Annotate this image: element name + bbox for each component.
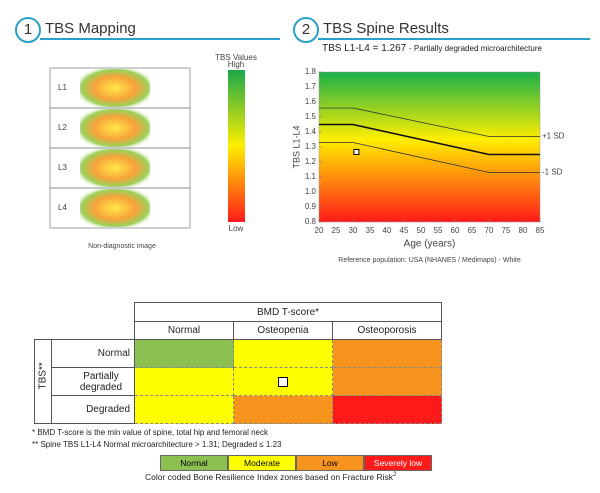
zone-cell	[233, 367, 333, 396]
section-rule	[318, 38, 590, 40]
zone-cell	[332, 339, 442, 368]
y-tick-label: 1.6	[305, 97, 317, 106]
zone-cell	[233, 395, 333, 424]
column-header: Osteoporosis	[332, 321, 442, 340]
x-tick-label: 40	[383, 226, 392, 235]
map-caption: Non-diagnostic image	[88, 243, 156, 250]
zone-cell	[134, 367, 234, 396]
legend: Normal Moderate Low Severely low	[160, 455, 432, 471]
series-line	[319, 123, 540, 156]
chart: 0.8 0.9 1.0 1.1 1.2 1.3 1.4 1.5 1.6 1.7 1.8 20 25 30 3…	[291, 67, 564, 264]
zone-cell	[332, 395, 442, 424]
x-tick-label: 85	[536, 226, 545, 235]
x-tick-label: 80	[519, 226, 528, 235]
risk-matrix: BMD T-score* Normal Osteopenia Osteoporo…	[34, 302, 442, 424]
zone-cell	[332, 367, 442, 396]
column-header: Osteopenia	[233, 321, 333, 340]
scale-high: High	[228, 60, 244, 69]
series-label: -1 SD	[542, 168, 563, 177]
x-tick-label: 30	[349, 226, 358, 235]
patient-point	[353, 148, 360, 155]
section-title: TBS Mapping	[45, 20, 136, 37]
tbs-scale	[228, 70, 245, 222]
row-label: Partially degraded	[79, 370, 123, 393]
x-tick-label: 20	[315, 226, 324, 235]
x-tick-label: 75	[502, 226, 511, 235]
x-tick-label: 25	[332, 226, 341, 235]
y-tick-label: 0.8	[305, 217, 317, 226]
legend-item: Low	[296, 455, 364, 471]
section-title: TBS Spine Results	[323, 20, 449, 37]
patient-marker	[278, 376, 288, 387]
legend-item: Normal	[160, 455, 228, 471]
series-line	[319, 107, 540, 137]
row-header: TBS**	[37, 362, 49, 390]
series-line	[319, 142, 540, 173]
legend-item: Severely low	[364, 455, 432, 471]
zone-cell	[134, 339, 234, 368]
level-box	[49, 187, 191, 229]
chart-subtitle: TBS L1-L4 = 1.267 - Partially degraded m…	[322, 43, 542, 54]
y-tick-label: 1.7	[305, 82, 317, 91]
section-rule	[40, 38, 280, 40]
level-label: L3	[58, 163, 67, 172]
section-number: 1	[15, 17, 41, 43]
level-label: L4	[58, 203, 67, 212]
x-tick-label: 55	[434, 226, 443, 235]
row-label: Degraded	[51, 395, 135, 424]
row-label: Normal	[51, 339, 135, 368]
x-axis-label: Age (years)	[404, 239, 456, 250]
legend-caption: Color coded Bone Resilience Index zones …	[145, 472, 396, 482]
caption-ref: 2	[393, 472, 397, 479]
chart-footnote: Reference population: USA (NHANES / Medi…	[338, 257, 521, 264]
legend-item: Moderate	[228, 455, 296, 471]
scale-title: TBS Values	[215, 53, 257, 62]
matrix-header: BMD T-score*	[134, 302, 442, 322]
y-tick-label: 1.4	[305, 127, 317, 136]
tbs-note: - Partially degraded microarchitecture	[409, 44, 542, 53]
footnote: * BMD T-score is the min value of spine,…	[32, 428, 268, 437]
caption-text: Color coded Bone Resilience Index zones …	[145, 472, 394, 482]
x-tick-label: 45	[400, 226, 409, 235]
zone-cell	[233, 339, 333, 368]
plot-background	[318, 71, 541, 223]
spine-image	[80, 69, 150, 107]
figures: L1 L2 L3 L4 TBS Values High Low Non-diagnos…	[49, 53, 565, 264]
spine-image	[80, 149, 150, 187]
y-tick-label: 1.1	[305, 172, 317, 181]
level-label: L1	[58, 83, 67, 92]
y-axis-label: TBS L1-L4	[291, 125, 301, 168]
x-tick-label: 50	[417, 226, 426, 235]
section-number: 2	[293, 17, 319, 43]
level-label: L2	[58, 123, 67, 132]
x-tick-label: 35	[366, 226, 375, 235]
x-tick-label: 60	[451, 226, 460, 235]
y-tick-label: 1.5	[305, 112, 317, 121]
y-tick-label: 1.3	[305, 142, 317, 151]
spine-image	[80, 189, 150, 227]
x-tick-label: 70	[485, 226, 494, 235]
zone-cell	[134, 395, 234, 424]
y-tick-label: 1.2	[305, 157, 317, 166]
column-header: Normal	[134, 321, 234, 340]
tbs-value: TBS L1-L4 = 1.267	[322, 43, 407, 54]
y-tick-label: 1.8	[305, 67, 317, 76]
y-tick-label: 0.9	[305, 202, 317, 211]
footnote: ** Spine TBS L1-L4 Normal microarchitect…	[32, 440, 282, 449]
series-label: +1 SD	[542, 132, 565, 141]
tbs-map: L1 L2 L3 L4	[49, 67, 191, 229]
x-tick-label: 65	[468, 226, 477, 235]
spine-image	[80, 109, 150, 147]
scale-low: Low	[229, 224, 244, 233]
y-tick-label: 1.0	[305, 187, 317, 196]
